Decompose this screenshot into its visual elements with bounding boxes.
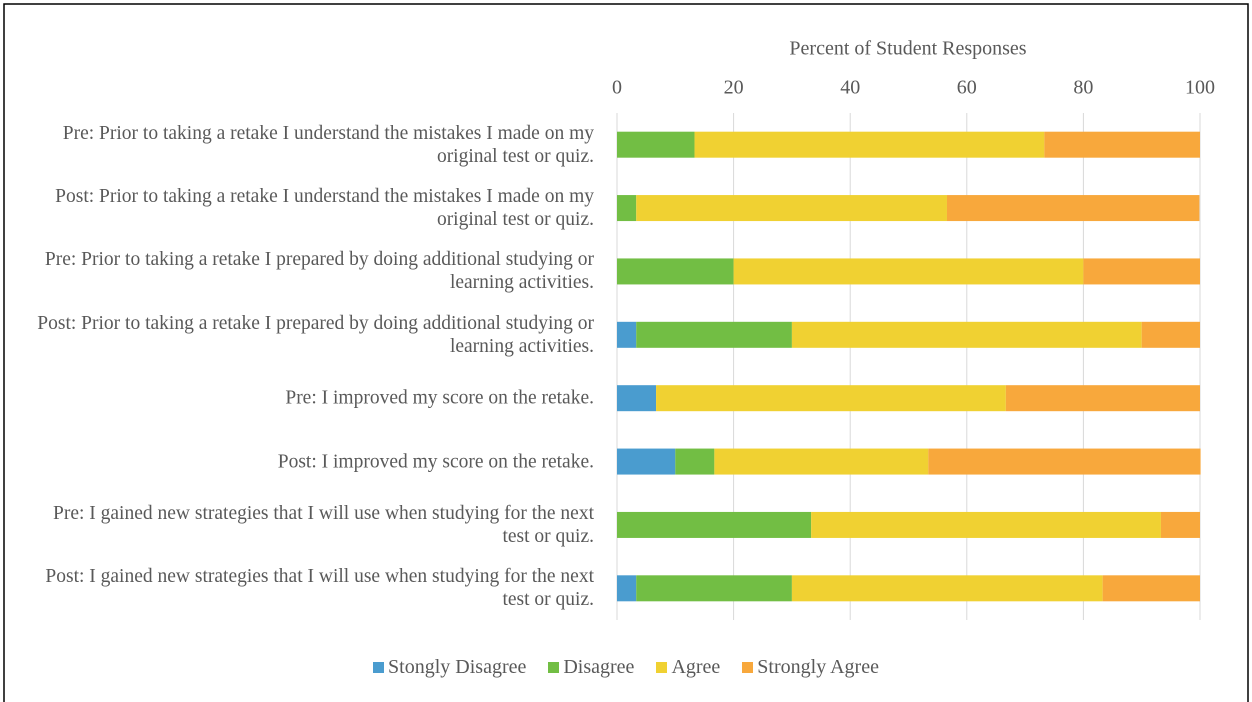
bar-segment <box>1160 511 1200 538</box>
x-tick-label: 20 <box>724 77 744 99</box>
bar-segment <box>617 195 637 222</box>
x-tick-label: 40 <box>840 77 860 99</box>
bar-segment <box>617 448 676 475</box>
legend-label: Strongly Agree <box>757 656 879 678</box>
bar-segment <box>1083 258 1200 285</box>
legend-item: Agree <box>656 656 720 679</box>
frame <box>3 3 1249 702</box>
category-label: Pre: I gained new strategies that I will… <box>53 502 594 547</box>
bar-segment <box>733 258 1084 285</box>
bar-segment <box>791 575 1103 602</box>
bar-segment <box>617 511 812 538</box>
bar-segment <box>694 131 1045 158</box>
bar-segment <box>617 258 734 285</box>
category-label: Post: Prior to taking a retake I prepare… <box>37 312 594 357</box>
category-label: Post: Prior to taking a retake I underst… <box>55 186 594 231</box>
x-tick-label: 100 <box>1185 77 1215 99</box>
bar-segment <box>636 575 792 602</box>
bar-segment <box>1141 321 1200 348</box>
legend: Stongly Disagree Disagree Agree Strongly Ag… <box>0 656 1252 679</box>
bar-segment <box>617 385 657 412</box>
x-tick-label: 80 <box>1073 77 1093 99</box>
legend-label: Agree <box>671 656 721 678</box>
legend-item: Strongly Agree <box>742 656 879 679</box>
legend-swatch <box>373 662 385 673</box>
category-label: Post: I gained new strategies that I wil… <box>45 566 594 611</box>
legend-swatch <box>742 662 754 673</box>
bar-segment <box>1102 575 1200 602</box>
bar-segment <box>636 321 792 348</box>
category-label: Pre: Prior to taking a retake I understa… <box>62 122 594 167</box>
legend-item: Disagree <box>548 656 634 679</box>
bar-segment <box>617 131 695 158</box>
bar-segment <box>928 448 1201 475</box>
legend-item: Stongly Disagree <box>373 656 526 679</box>
category-label: Pre: Prior to taking a retake I prepared… <box>44 249 594 294</box>
bar-segment <box>946 195 1200 222</box>
bar-segment <box>617 575 637 602</box>
bar-segment <box>791 321 1142 348</box>
x-tick-label: 0 <box>612 77 622 99</box>
bar-segment <box>1005 385 1200 412</box>
bar-segment <box>1044 131 1200 158</box>
x-tick-label: 60 <box>957 77 977 99</box>
bar-segment <box>636 195 947 222</box>
legend-label: Stongly Disagree <box>388 656 527 678</box>
bar-segment <box>617 321 637 348</box>
legend-label: Disagree <box>563 656 635 678</box>
category-label: Pre: I improved my score on the retake. <box>285 387 594 409</box>
axis-title: Percent of Student Responses <box>789 38 1026 60</box>
bar-segment <box>714 448 929 475</box>
bar-segment <box>811 511 1161 538</box>
legend-swatch <box>656 662 668 673</box>
category-label: Post: I improved my score on the retake. <box>277 451 594 473</box>
bar-segment <box>656 385 1006 412</box>
legend-swatch <box>548 662 560 673</box>
bar-segment <box>675 448 715 475</box>
